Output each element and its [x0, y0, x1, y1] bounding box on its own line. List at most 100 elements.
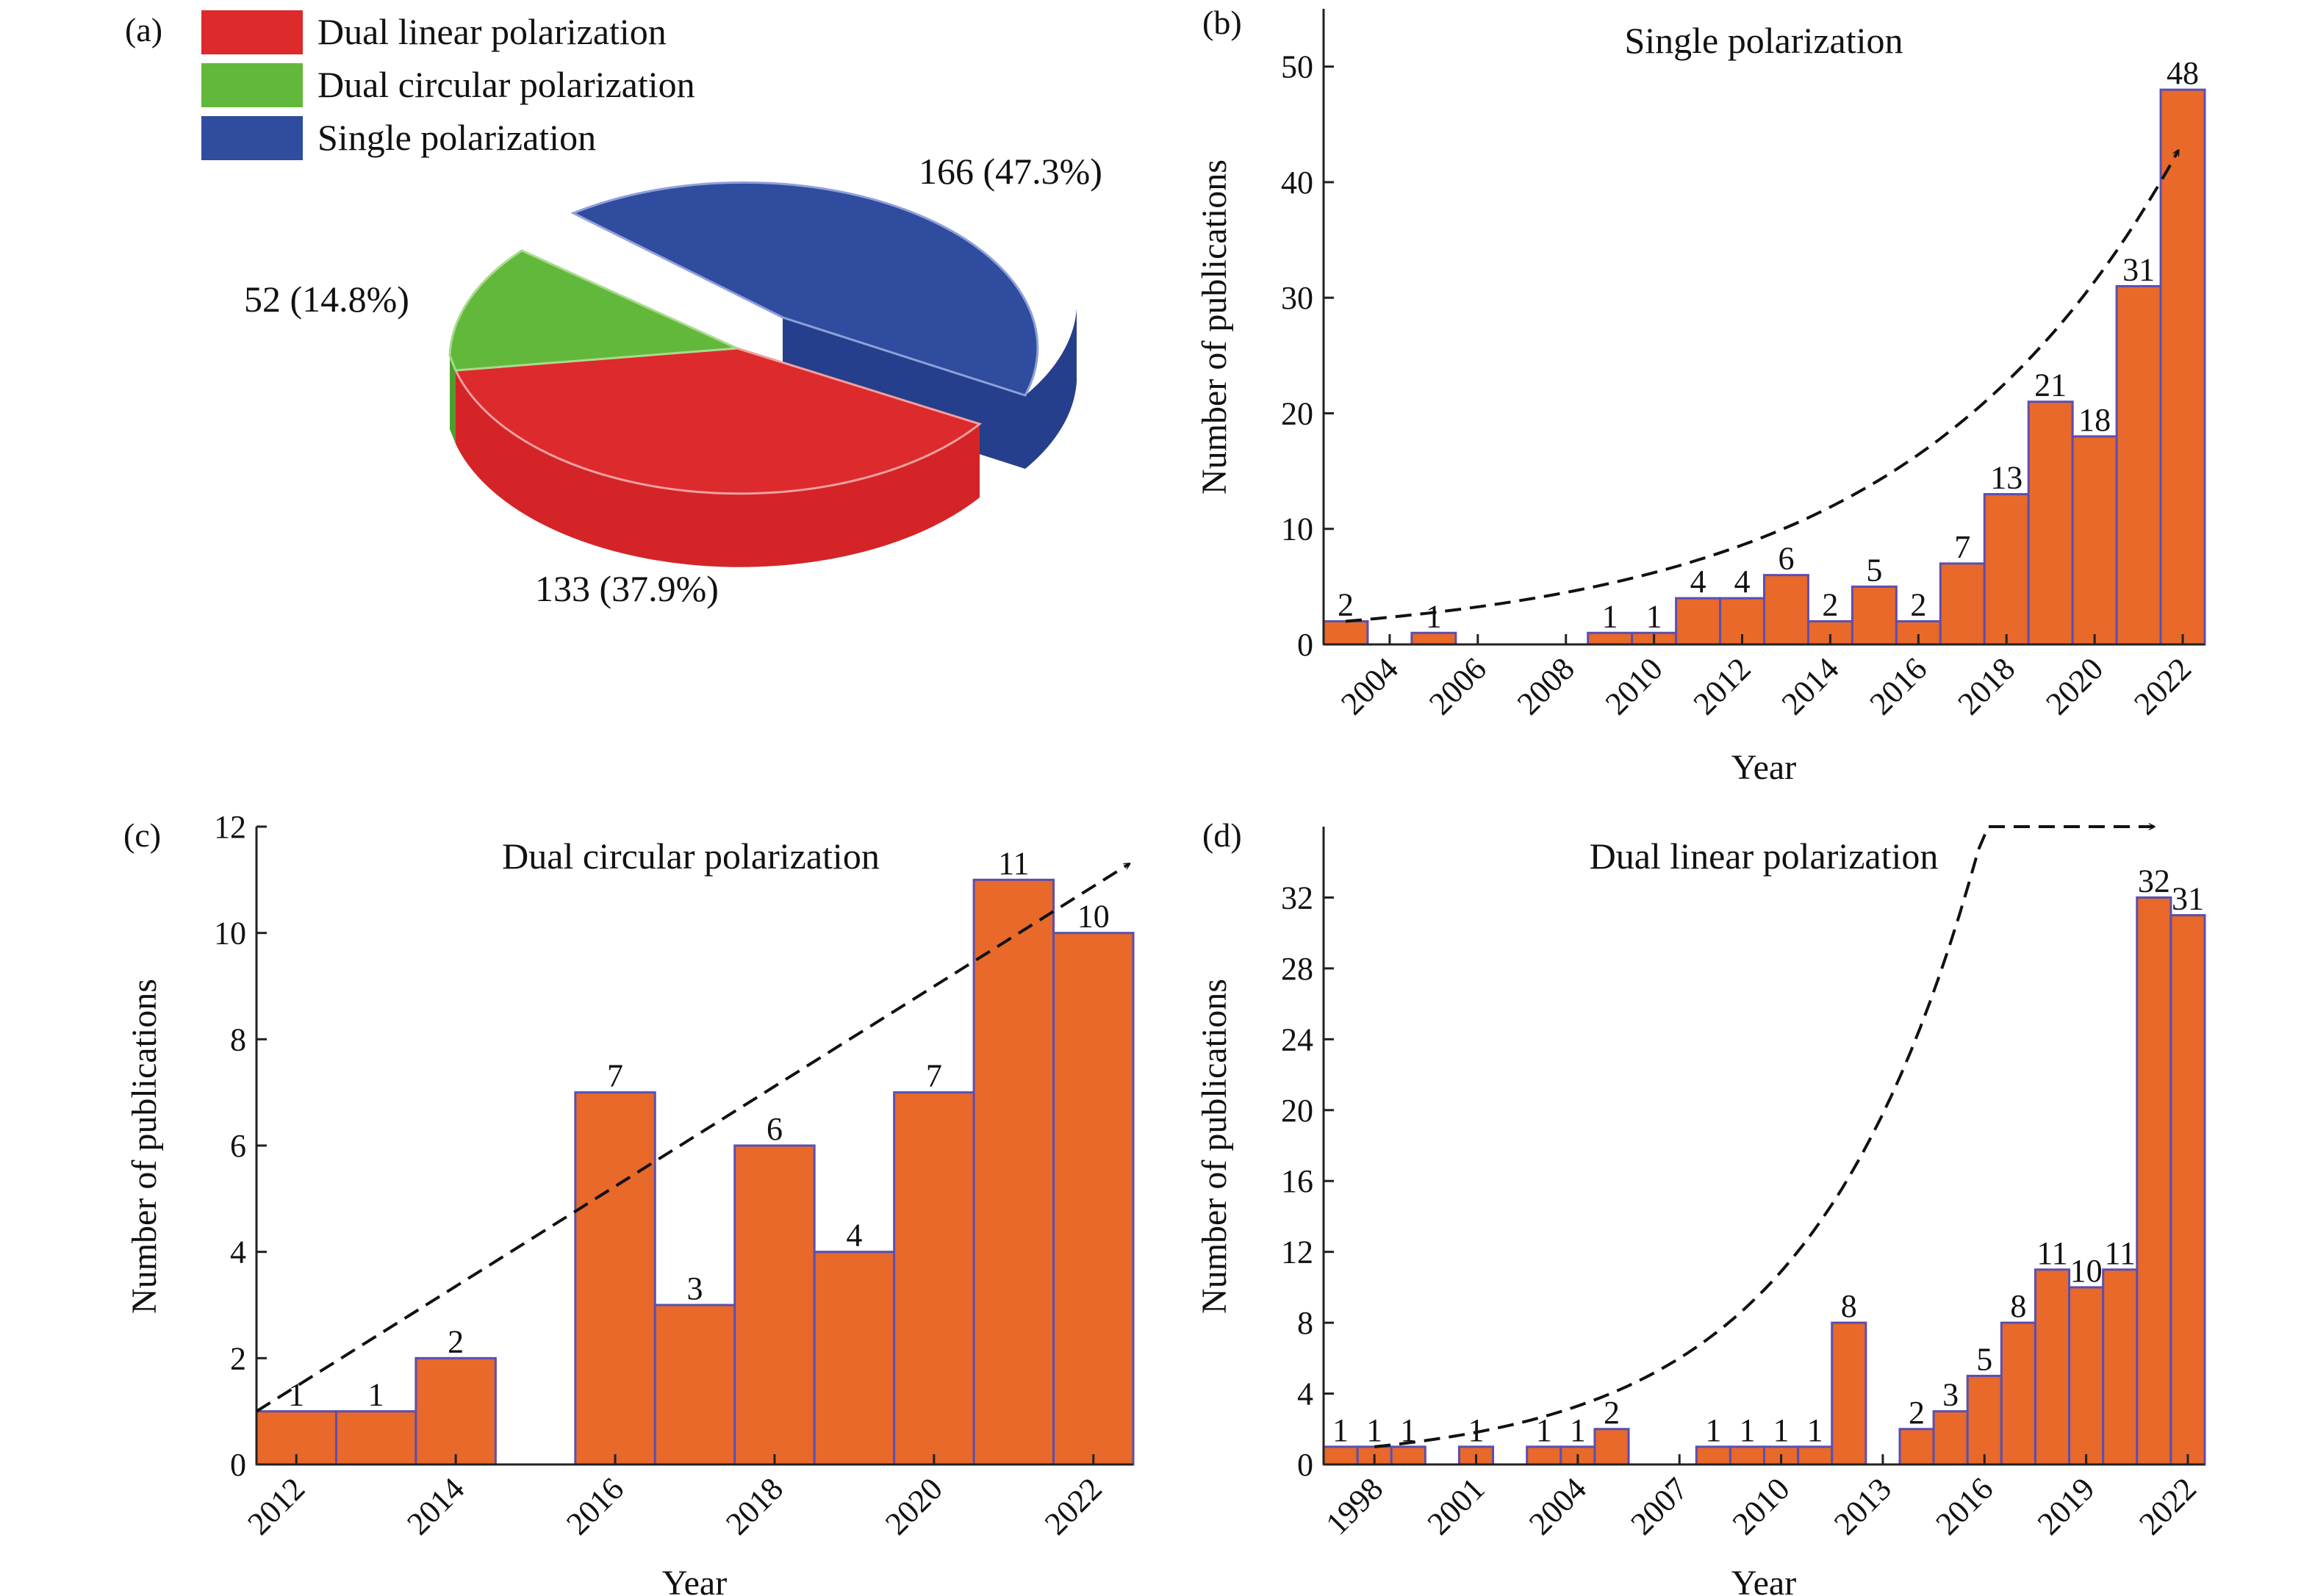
bar-dual-circular-2020	[893, 1091, 975, 1466]
trend-arrow-single	[1345, 151, 2180, 623]
pie-slice-single-top	[570, 181, 1039, 397]
x-tick-label-dual-linear-2001: 2001	[1421, 1470, 1492, 1542]
x-tick-label-dual-linear-2004: 2004	[1522, 1470, 1593, 1542]
data-label-dual-linear-2020: 11	[2105, 1235, 2136, 1271]
bar-dual-linear-2019	[2068, 1286, 2105, 1466]
x-tick-label-dual-circular-2020: 2020	[878, 1470, 950, 1542]
bar-dual-linear-2022	[2169, 914, 2206, 1466]
y-tick-label-dual-circular-0: 0	[230, 1447, 246, 1483]
data-label-single-2005: 1	[1426, 598, 1442, 634]
pie-slice-dual-linear-top	[453, 347, 983, 495]
data-label-dual-circular-2016: 7	[607, 1058, 623, 1094]
data-label-dual-linear-2010: 1	[1773, 1412, 1790, 1448]
x-tick-label-dual-linear-2013: 2013	[1827, 1470, 1898, 1542]
x-tick-label-single-2010: 2010	[1598, 650, 1670, 722]
bar-single-2020	[2071, 435, 2118, 646]
pie-label-dual-linear: 133 (37.9%)	[535, 568, 719, 609]
data-label-dual-linear-2001: 1	[1468, 1412, 1485, 1448]
data-label-dual-linear-2004: 1	[1570, 1412, 1586, 1448]
x-axis-label-single: Year	[1731, 748, 1796, 787]
panel-label-single: (b)	[1202, 4, 1242, 41]
bar-dual-linear-2017	[2000, 1321, 2036, 1466]
data-label-single-2020: 18	[2078, 402, 2111, 438]
bar-dual-linear-2005	[1593, 1428, 1630, 1466]
y-tick-label-dual-linear-28: 28	[1281, 951, 1313, 987]
data-label-single-2003: 2	[1338, 587, 1354, 623]
data-label-dual-linear-2011: 1	[1807, 1412, 1823, 1448]
pie-label-single: 166 (47.3%)	[919, 151, 1102, 192]
y-tick-label-dual-circular-10: 10	[214, 916, 246, 952]
data-label-single-2015: 5	[1866, 552, 1882, 588]
y-tick-label-dual-circular-8: 8	[230, 1021, 246, 1057]
data-label-single-2022: 48	[2167, 55, 2199, 91]
data-label-single-2012: 4	[1734, 564, 1751, 600]
y-axis-label-dual-linear: Number of publications	[1195, 979, 1234, 1314]
y-axis-label-dual-circular: Number of publications	[125, 979, 164, 1314]
bar-single-2003	[1322, 620, 1369, 646]
data-label-dual-circular-2018: 6	[767, 1111, 783, 1147]
x-tick-label-dual-linear-2016: 2016	[1928, 1470, 2000, 1542]
pie-slice-dual-circular	[448, 249, 738, 444]
data-label-single-2013: 6	[1778, 541, 1794, 577]
y-tick-label-dual-linear-16: 16	[1281, 1163, 1313, 1199]
bar-dual-circular-2021	[972, 878, 1055, 1466]
data-label-dual-linear-1999: 1	[1400, 1412, 1416, 1448]
x-tick-label-single-2020: 2020	[2039, 650, 2110, 722]
x-tick-label-dual-circular-2012: 2012	[240, 1470, 312, 1542]
pie-panel: (a) Dual linear polarization Dual circul…	[125, 10, 1102, 609]
bar-dual-circular-2016	[574, 1091, 656, 1466]
bar-single-2018	[1983, 493, 2030, 646]
x-tick-label-dual-linear-1998: 1998	[1318, 1470, 1390, 1542]
data-label-single-2016: 2	[1910, 587, 1926, 623]
x-axis-label-dual-linear: Year	[1731, 1564, 1796, 1596]
bar-dual-linear-2003	[1526, 1445, 1562, 1466]
data-label-single-2014: 2	[1822, 587, 1838, 623]
chart-title-single: Single polarization	[1624, 20, 1903, 61]
data-label-dual-circular-2021: 11	[998, 845, 1029, 881]
y-tick-label-dual-linear-32: 32	[1281, 880, 1313, 916]
pie-slice-dual-linear-rim	[456, 370, 980, 567]
bar-dual-linear-2012	[1831, 1321, 1867, 1466]
trend-arrow-dual-circular	[255, 864, 1130, 1413]
data-label-dual-linear-2017: 8	[2010, 1288, 2026, 1324]
data-label-dual-circular-2020: 7	[926, 1058, 942, 1094]
y-tick-label-dual-linear-24: 24	[1281, 1021, 1313, 1057]
data-label-single-2021: 31	[2122, 251, 2155, 287]
data-label-dual-linear-2021: 32	[2138, 863, 2170, 899]
panel-label-dual-linear: (d)	[1202, 816, 1242, 854]
x-tick-label-single-2006: 2006	[1422, 650, 1493, 722]
x-tick-label-single-2012: 2012	[1687, 650, 1758, 722]
bar-dual-linear-1997	[1322, 1445, 1359, 1466]
bar-dual-circular-2019	[813, 1251, 896, 1466]
data-label-dual-circular-2012: 1	[288, 1377, 304, 1413]
bar-dual-linear-2015	[1932, 1410, 1969, 1466]
bar-dual-linear-2011	[1797, 1445, 1834, 1466]
data-label-dual-linear-2009: 1	[1739, 1412, 1755, 1448]
bar-dual-circular-2018	[733, 1144, 816, 1466]
bar-single-2009	[1587, 631, 1634, 646]
y-tick-label-dual-linear-8: 8	[1297, 1305, 1313, 1341]
data-label-dual-circular-2017: 3	[687, 1270, 703, 1306]
y-tick-label-single-0: 0	[1297, 627, 1313, 663]
data-label-dual-linear-2016: 5	[1976, 1341, 1992, 1377]
legend-swatch-single	[201, 116, 303, 160]
x-tick-label-dual-circular-2022: 2022	[1038, 1470, 1109, 1542]
y-axis-label-single: Number of publications	[1195, 159, 1234, 495]
pie-slice-dual-circular-rim	[450, 356, 456, 444]
pie-slice-dual-linear	[453, 347, 983, 567]
bar-single-2011	[1675, 597, 1722, 646]
data-label-single-2019: 21	[2034, 367, 2067, 403]
panel-label-a: (a)	[125, 11, 162, 48]
x-tick-label-dual-linear-2010: 2010	[1726, 1470, 1797, 1542]
data-label-dual-circular-2013: 1	[368, 1377, 384, 1413]
x-tick-label-single-2022: 2022	[2127, 650, 2198, 722]
data-label-dual-linear-2019: 10	[2070, 1253, 2103, 1289]
y-tick-label-dual-linear-0: 0	[1297, 1447, 1313, 1483]
bar-dual-circular-2013	[334, 1410, 417, 1466]
y-tick-label-single-40: 40	[1281, 165, 1313, 201]
legend-label-dual-linear: Dual linear polarization	[317, 11, 667, 52]
bar-single-2013	[1763, 574, 1809, 646]
